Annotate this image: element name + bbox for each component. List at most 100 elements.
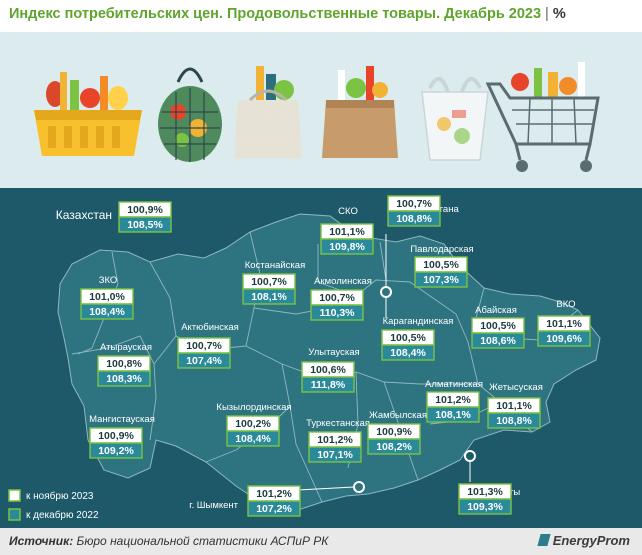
region-17-values: 100,9% 108,2%	[367, 423, 421, 455]
region-8-label: Карагандинская	[383, 316, 454, 327]
region-2-dec-value: 107,3%	[423, 274, 459, 286]
region-0-label: СКО	[338, 206, 358, 217]
region-9-values: 100,7% 107,4%	[177, 337, 231, 369]
region-14-label: Мангистауская	[89, 414, 155, 425]
region-2-nov-value: 100,5%	[423, 259, 459, 271]
region-18-nov-value: 101,2%	[256, 488, 292, 500]
source-text: Бюро национальной статистики АСПиР РК	[76, 534, 329, 548]
region-6-dec-value: 109,6%	[546, 333, 582, 345]
region-5-label: ЗКО	[99, 275, 118, 286]
region-5-dec-value: 108,4%	[89, 306, 125, 318]
region-15-dec-value: 108,4%	[235, 433, 271, 445]
national-dec-value: 108,5%	[127, 219, 163, 231]
region-0-dec-box	[320, 238, 374, 255]
legend-nov-swatch	[8, 489, 21, 502]
region-2-dec-box	[414, 271, 468, 288]
grocery-bag-icon	[234, 66, 302, 158]
region-13-dec-box	[487, 412, 541, 429]
legend-dec-label: к декабрю 2022	[26, 509, 99, 521]
source-line: Источник: Бюро национальной статистики А…	[9, 534, 328, 548]
region-5-values: 101,0% 108,4%	[80, 288, 134, 320]
region-8-dec-value: 108,4%	[390, 347, 426, 359]
region-9-nov-value: 100,7%	[186, 340, 222, 352]
region-13-nov-value: 101,1%	[496, 400, 532, 412]
region-7-label: Абайская	[475, 305, 517, 316]
region-8-nov-value: 100,5%	[390, 332, 426, 344]
region-14-dec-box	[89, 442, 143, 459]
region-15-nov-value: 100,2%	[235, 418, 271, 430]
region-10-label: Атырауская	[100, 342, 152, 353]
region-0-nov-value: 101,1%	[329, 226, 365, 238]
national-dec-box	[118, 216, 172, 233]
legend: к ноябрю 2023 к декабрю 2022	[8, 489, 99, 521]
region-12-dec-value: 108,1%	[435, 409, 471, 421]
region-11-dec-value: 111,8%	[311, 379, 346, 391]
title-separator: |	[545, 6, 549, 22]
region-4-values: 100,7% 110,3%	[310, 289, 364, 321]
paper-bag-icon	[322, 66, 398, 158]
region-8-values: 100,5% 108,4%	[381, 329, 435, 361]
string-bag-icon	[158, 67, 222, 162]
region-12-values: 101,2% 108,1%	[426, 391, 480, 423]
region-17-nov-value: 100,9%	[376, 426, 412, 438]
page-title: Индекс потребительских цен. Продовольств…	[9, 6, 566, 22]
region-9-dec-box	[177, 352, 231, 369]
title-text: Индекс потребительских цен. Продовольств…	[9, 6, 542, 22]
energyprom-logo-icon	[537, 534, 551, 546]
region-4-dec-box	[310, 304, 364, 321]
region-17-dec-value: 108,2%	[376, 441, 412, 453]
region-12-dec-box	[426, 406, 480, 423]
region-13-values: 101,1% 108,8%	[487, 397, 541, 429]
region-15-dec-box	[226, 430, 280, 447]
shopping-cart-icon	[485, 62, 600, 172]
footer: Источник: Бюро национальной статистики А…	[0, 528, 642, 555]
region-3-nov-value: 100,7%	[251, 276, 287, 288]
region-19-nov-value: 101,3%	[467, 486, 503, 498]
national-nov-value: 100,9%	[127, 204, 163, 216]
source-prefix: Источник:	[9, 534, 74, 548]
region-3-dec-box	[242, 288, 296, 305]
grocery-illustration-strip	[0, 32, 642, 190]
brand-name: EnergyProm	[552, 533, 630, 548]
region-15-label: Кызылординская	[216, 402, 291, 413]
title-unit: %	[552, 6, 566, 22]
region-10-dec-box	[97, 370, 151, 387]
region-18-values: 101,2% 107,2%	[247, 485, 301, 517]
basket-icon	[34, 72, 142, 156]
region-3-label: Костанайская	[245, 260, 305, 271]
brand-logo: EnergyProm	[537, 533, 630, 548]
region-2-values: 100,5% 107,3%	[414, 256, 468, 288]
legend-dec-swatch	[8, 508, 21, 521]
region-12-nov-value: 101,2%	[435, 394, 471, 406]
region-11-nov-value: 100,6%	[310, 364, 346, 376]
region-0-dec-value: 109,8%	[329, 241, 365, 253]
region-17-dec-box	[367, 438, 421, 455]
region-19-dec-box	[458, 498, 512, 515]
region-4-nov-value: 100,7%	[319, 292, 355, 304]
region-10-nov-value: 100,8%	[106, 358, 142, 370]
region-16-dec-value: 107,1%	[317, 449, 353, 461]
connector-lines	[297, 234, 471, 491]
region-18-dec-box	[247, 500, 301, 517]
region-18-label: г. Шымкент	[189, 500, 238, 511]
national-label: Казахстан	[56, 208, 112, 222]
region-7-nov-value: 100,5%	[480, 320, 516, 332]
region-14-nov-value: 100,9%	[98, 430, 134, 442]
region-6-nov-value: 101,1%	[546, 318, 582, 330]
region-1-dec-value: 108,8%	[396, 213, 432, 225]
region-13-dec-value: 108,8%	[496, 415, 532, 427]
region-9-dec-value: 107,4%	[186, 355, 222, 367]
plastic-bag-icon	[421, 77, 489, 161]
region-16-nov-value: 101,2%	[317, 434, 353, 446]
region-15-values: 100,2% 108,4%	[226, 415, 280, 447]
region-1-values: 100,7% 108,8%	[387, 195, 441, 227]
region-6-dec-box	[537, 330, 591, 347]
region-1-nov-value: 100,7%	[396, 198, 432, 210]
region-17-label: Жамбылская	[369, 410, 427, 421]
region-10-values: 100,8% 108,3%	[97, 355, 151, 387]
region-11-label: Улытауская	[308, 347, 359, 358]
region-5-dec-box	[80, 303, 134, 320]
region-0-values: 101,1% 109,8%	[320, 223, 374, 255]
region-2-label: Павлодарская	[410, 244, 473, 255]
